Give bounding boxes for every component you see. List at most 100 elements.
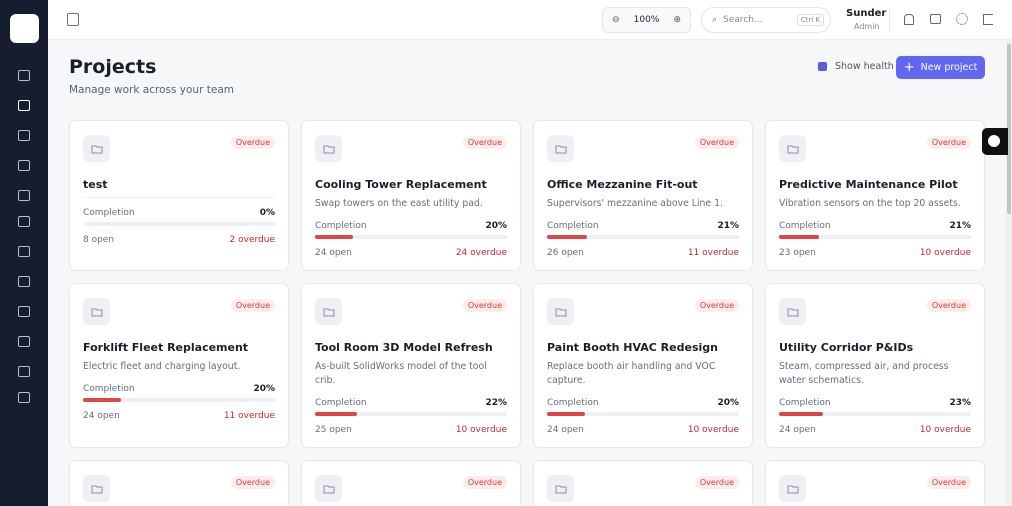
open-count: 24 open — [779, 425, 816, 435]
collapse-button[interactable] — [67, 13, 79, 26]
completion-row: Completion 22% — [315, 398, 507, 408]
count-row: 23 open 10 overdue — [779, 248, 971, 258]
open-count: 8 open — [83, 235, 115, 245]
completion-label: Completion — [547, 221, 599, 231]
progress-track — [315, 235, 507, 239]
nav-icon — [11, 94, 37, 118]
completion-label: Completion — [547, 398, 599, 408]
project-card[interactable]: Overdue Predictive Maintenance Pilot Vibra… — [765, 120, 985, 271]
progress-bar — [83, 398, 122, 402]
completion-percent: 20% — [717, 398, 739, 408]
folder-icon — [315, 475, 342, 502]
completion-percent: 22% — [485, 398, 507, 408]
overdue-count: 11 overdue — [687, 248, 739, 258]
completion-percent: 0% — [259, 208, 275, 218]
folder-icon — [779, 298, 806, 325]
overdue-count: 10 overdue — [919, 248, 971, 258]
help-button[interactable] — [982, 128, 1008, 155]
project-card[interactable]: Overdue test Completion 0% 8 open 2 overdue — [69, 120, 289, 271]
completion-row: Completion 20% — [547, 398, 739, 408]
project-card[interactable]: Overdue — [301, 460, 521, 506]
completion-percent: 20% — [485, 221, 507, 231]
folder-icon — [779, 475, 806, 502]
project-card[interactable]: Overdue Office Mezzanine Fit-out Superviso… — [533, 120, 753, 271]
status-badge: Overdue — [230, 299, 275, 312]
logout[interactable] — [983, 14, 993, 25]
zoom-level: 100% — [633, 15, 660, 25]
progress-bar — [547, 412, 586, 416]
status-badge: Overdue — [462, 476, 507, 489]
project-card[interactable]: Overdue — [765, 460, 985, 506]
new-project-label: New project — [920, 62, 978, 73]
completion-percent: 20% — [253, 384, 275, 394]
progress-bar — [315, 412, 358, 416]
count-row: 25 open 10 overdue — [315, 425, 507, 435]
folder-icon — [315, 298, 342, 325]
project-name: Paint Booth HVAC Redesign — [547, 341, 718, 354]
completion-percent: 21% — [949, 221, 971, 231]
completion-row: Completion 21% — [547, 221, 739, 231]
count-row: 26 open 11 overdue — [547, 248, 739, 258]
project-card[interactable]: Overdue Utility Corridor P&IDs Steam, comp… — [765, 283, 985, 448]
progress-bar — [547, 235, 588, 239]
project-card[interactable]: Overdue Cooling Tower Replacement Swap tow… — [301, 120, 521, 271]
project-card[interactable]: Overdue — [533, 460, 753, 506]
project-description: Supervisors' mezzanine above Line 1. — [547, 198, 723, 209]
completion-row: Completion 20% — [83, 384, 275, 394]
open-count: 24 open — [315, 248, 352, 258]
folder-icon — [547, 298, 574, 325]
folder-icon — [83, 135, 110, 162]
search[interactable]: ⌕ Search... Ctrl K — [701, 7, 831, 33]
project-name: Office Mezzanine Fit-out — [547, 178, 698, 191]
user-role: Admin — [854, 22, 880, 31]
project-name: test — [83, 178, 275, 198]
nav-icon — [18, 130, 30, 141]
status-badge: Overdue — [462, 136, 507, 149]
completion-row: Completion 0% — [83, 208, 275, 218]
completion-percent: 21% — [717, 221, 739, 231]
project-name: Predictive Maintenance Pilot — [779, 178, 958, 191]
health-checkbox[interactable] — [818, 62, 827, 71]
project-name: Cooling Tower Replacement — [315, 178, 487, 191]
status-badge: Overdue — [926, 299, 971, 312]
project-name: Utility Corridor P&IDs — [779, 341, 914, 354]
folder-icon — [315, 135, 342, 162]
project-card[interactable]: Overdue Tool Room 3D Model Refresh As-buil… — [301, 283, 521, 448]
progress-track — [779, 412, 971, 416]
project-card[interactable]: Overdue Forklift Fleet Replacement Electri… — [69, 283, 289, 448]
open-count: 25 open — [315, 425, 352, 435]
new-project-button[interactable]: + New project — [896, 56, 985, 79]
completion-label: Completion — [315, 398, 367, 408]
project-name: Tool Room 3D Model Refresh — [315, 341, 493, 354]
open-count: 24 open — [83, 411, 120, 421]
status-badge: Overdue — [694, 299, 739, 312]
nav-icon — [18, 160, 30, 171]
completion-row: Completion 21% — [779, 221, 971, 231]
project-grid: Overdue test Completion 0% 8 open 2 overdue Ov… — [69, 120, 985, 506]
project-card[interactable]: Overdue — [69, 460, 289, 506]
project-description: Electric fleet and charging layout. — [83, 361, 241, 372]
nav-icon — [18, 70, 30, 81]
progress-track — [315, 412, 507, 416]
shortcut: Ctrl K — [796, 14, 824, 26]
count-row: 24 open 24 overdue — [315, 248, 507, 258]
page-title: Projects — [69, 56, 157, 78]
project-card[interactable]: Overdue Paint Booth HVAC Redesign Replace … — [533, 283, 753, 448]
status-badge: Overdue — [926, 136, 971, 149]
project-name: Forklift Fleet Replacement — [83, 341, 249, 354]
page-subtitle: Manage work across your team — [69, 84, 234, 96]
logo[interactable] — [10, 14, 39, 43]
open-count: 26 open — [547, 248, 584, 258]
progress-track — [547, 235, 739, 239]
nav-icon — [18, 246, 30, 257]
nav-icon — [18, 366, 30, 377]
status-badge: Overdue — [926, 476, 971, 489]
notifications[interactable] — [904, 14, 914, 25]
inbox[interactable] — [930, 14, 941, 24]
count-row: 24 open 10 overdue — [547, 425, 739, 435]
settings[interactable] — [956, 13, 968, 25]
overdue-count: 10 overdue — [455, 425, 507, 435]
overdue-count: 10 overdue — [687, 425, 739, 435]
completion-row: Completion 20% — [315, 221, 507, 231]
